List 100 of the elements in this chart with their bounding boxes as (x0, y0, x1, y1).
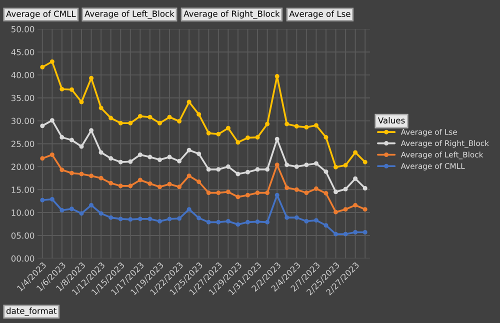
point (236, 194, 240, 200)
y-tick-label: 15.00 (12, 186, 34, 193)
point (314, 186, 318, 191)
text: Average of CMLL (6, 10, 76, 19)
point (138, 216, 142, 222)
point (284, 122, 290, 126)
point (265, 122, 270, 126)
point (294, 164, 299, 169)
point (226, 126, 230, 130)
point (167, 182, 172, 186)
point (324, 191, 328, 196)
point (284, 162, 290, 168)
point (226, 218, 230, 224)
point (206, 220, 211, 224)
point (362, 186, 368, 190)
point (40, 64, 45, 70)
point (167, 114, 172, 120)
point (206, 190, 211, 196)
point (60, 135, 64, 140)
point (40, 198, 45, 202)
point (128, 217, 133, 222)
y-tick-label: 00.00 (11, 255, 34, 262)
point (255, 219, 260, 224)
y-tick-label: 10.00 (12, 210, 34, 216)
point (157, 184, 162, 190)
point (138, 152, 142, 157)
point (60, 86, 64, 92)
point (196, 180, 202, 184)
point (148, 154, 152, 160)
point (69, 170, 74, 176)
point (157, 120, 162, 126)
point (362, 160, 368, 164)
point (186, 207, 192, 212)
point (79, 172, 84, 176)
point (148, 181, 152, 186)
point (89, 128, 94, 133)
point (186, 174, 192, 178)
point (98, 106, 104, 110)
point (50, 118, 54, 123)
point (314, 218, 318, 223)
point (265, 190, 270, 196)
text: date_format (6, 308, 57, 316)
point (108, 215, 114, 220)
point (304, 162, 309, 168)
point (128, 120, 133, 126)
y-tick-label: 05.00 (11, 232, 34, 239)
text: Average of Lse (289, 10, 350, 19)
point (274, 136, 280, 142)
point (265, 220, 270, 224)
point (274, 74, 280, 79)
point (314, 161, 318, 166)
point (98, 211, 104, 216)
point (89, 174, 94, 178)
point (157, 158, 162, 162)
point (40, 124, 45, 128)
point (69, 87, 74, 92)
point (186, 148, 192, 152)
point (226, 164, 230, 169)
point (334, 190, 338, 194)
point (284, 186, 290, 190)
y-tick-label: 20.00 (11, 164, 34, 170)
point (294, 187, 299, 192)
legend-title: Values (378, 117, 405, 124)
y-tick-label: 45.00 (11, 48, 34, 56)
point (108, 116, 114, 120)
point (284, 215, 290, 220)
point (108, 156, 114, 161)
point (138, 114, 142, 118)
point (304, 190, 309, 196)
point (50, 152, 54, 157)
point (255, 190, 260, 196)
point (118, 160, 123, 164)
point (177, 119, 182, 124)
point (40, 156, 45, 161)
point (167, 216, 172, 222)
point (216, 190, 221, 196)
point (69, 138, 74, 142)
text: Average of Left_Block (84, 10, 174, 19)
point (236, 172, 240, 176)
point (89, 202, 94, 208)
y-tick-label: 35.00 (12, 94, 34, 102)
point (157, 218, 162, 224)
point (324, 223, 328, 228)
point (89, 76, 94, 80)
point (304, 124, 309, 130)
point (128, 159, 133, 164)
point (79, 211, 84, 216)
point (226, 190, 230, 194)
point (334, 232, 338, 236)
point (324, 135, 328, 140)
point (236, 140, 240, 145)
point (314, 123, 318, 128)
point (196, 112, 202, 117)
y-tick-label: 40.00 (11, 72, 34, 78)
point (98, 176, 104, 180)
point (343, 232, 348, 236)
point (246, 136, 250, 140)
point (167, 154, 172, 160)
point (79, 144, 84, 149)
point (353, 230, 358, 235)
